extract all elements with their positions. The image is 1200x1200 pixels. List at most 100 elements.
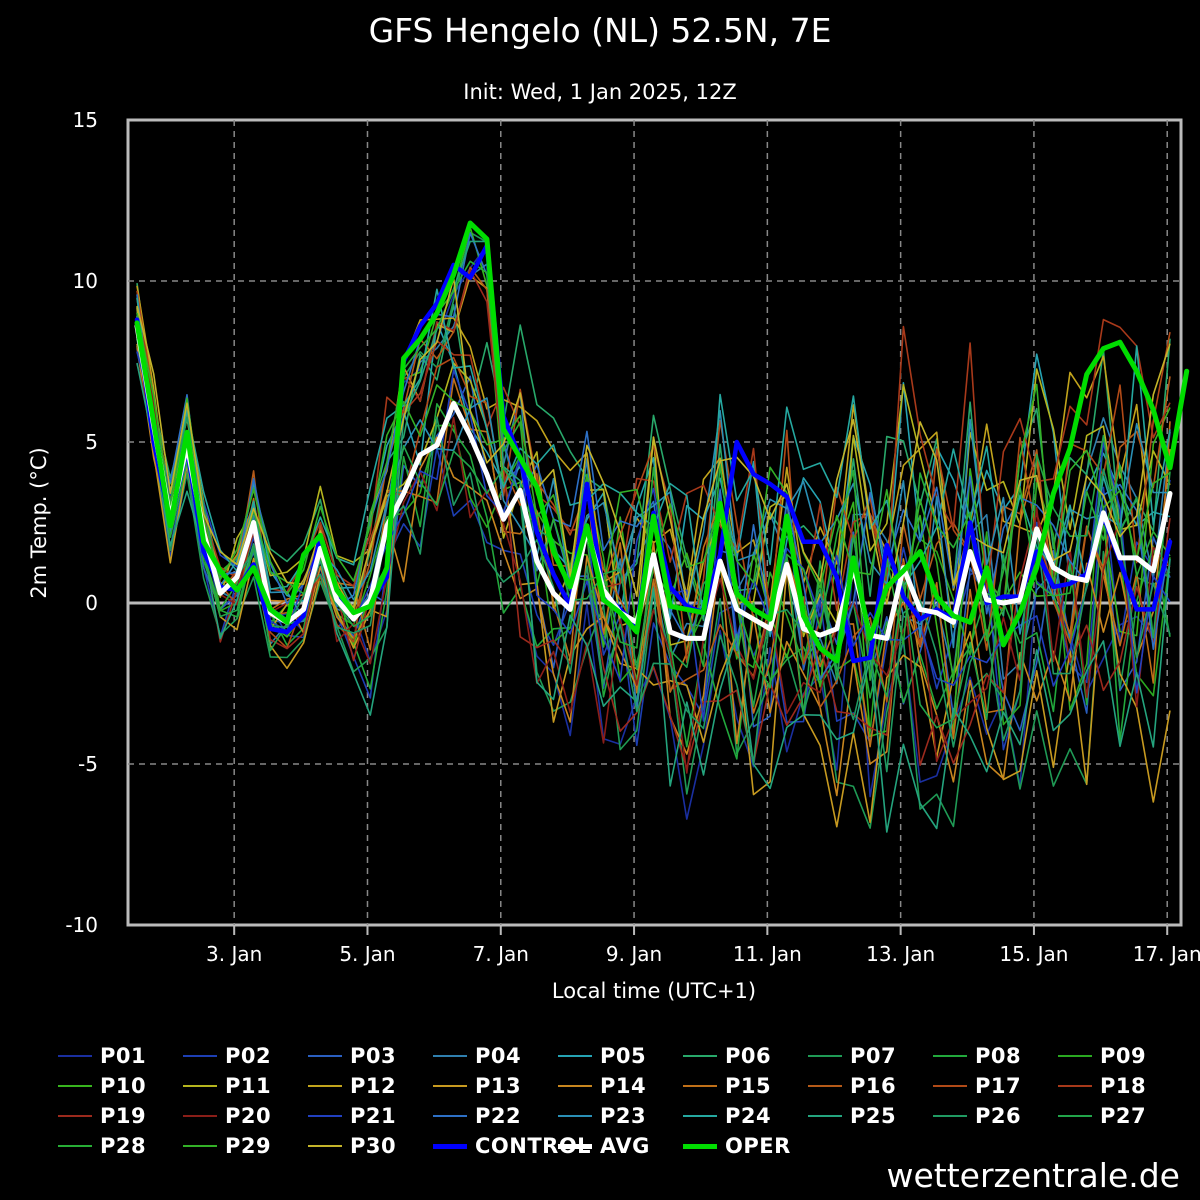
legend-item-p18: P18 [1058,1071,1146,1101]
member-line-p13 [136,275,1171,828]
legend-swatch [558,1085,592,1087]
legend-swatch [58,1145,92,1147]
legend-swatch [58,1115,92,1117]
legend-swatch [933,1115,967,1117]
legend-item-p24: P24 [683,1101,771,1131]
legend-swatch [1058,1085,1092,1087]
oper-line [134,220,1190,664]
legend-label: AVG [600,1134,650,1158]
legend-item-avg: AVG [558,1131,650,1161]
legend-swatch [58,1085,92,1087]
legend-item-p10: P10 [58,1071,146,1101]
legend-item-p15: P15 [683,1071,771,1101]
legend-label: P08 [975,1044,1022,1068]
legend-swatch [1058,1115,1092,1117]
legend-label: P17 [975,1074,1022,1098]
legend-item-p13: P13 [433,1071,521,1101]
x-tick-label: 13. Jan [866,942,935,966]
legend-label: P13 [475,1074,522,1098]
legend-swatch [183,1115,217,1117]
x-tick-label: 15. Jan [999,942,1068,966]
y-tick-label: 5 [85,430,98,454]
legend-item-p06: P06 [683,1041,771,1071]
x-axis-label: Local time (UTC+1) [552,979,756,1003]
legend-item-p27: P27 [1058,1101,1146,1131]
legend-item-p16: P16 [808,1071,896,1101]
legend-label: P09 [1100,1044,1147,1068]
legend-label: P25 [850,1104,897,1128]
legend-label: P10 [100,1074,147,1098]
legend-item-p01: P01 [58,1041,146,1071]
x-tick-label: 7. Jan [473,942,529,966]
legend-item-p03: P03 [308,1041,396,1071]
legend-label: P18 [1100,1074,1147,1098]
legend-label: P05 [600,1044,647,1068]
y-tick-label: -5 [78,752,98,776]
x-tick-label: 17. Jan [1133,942,1200,966]
legend-item-p07: P07 [808,1041,896,1071]
legend-swatch [308,1085,342,1087]
legend-swatch [808,1085,842,1087]
x-tick-label: 9. Jan [606,942,662,966]
chart-subtitle: Init: Wed, 1 Jan 2025, 12Z [463,80,736,104]
legend-swatch [183,1055,217,1057]
legend-label: P27 [1100,1104,1147,1128]
legend-swatch [683,1143,717,1149]
legend-swatch [808,1055,842,1057]
legend-swatch [58,1055,92,1057]
legend-item-p30: P30 [308,1131,396,1161]
avg-line [134,323,1173,641]
x-tick-label: 11. Jan [733,942,802,966]
legend-item-p25: P25 [808,1101,896,1131]
legend-item-p23: P23 [558,1101,646,1131]
legend-item-p21: P21 [308,1101,396,1131]
legend-swatch [558,1115,592,1117]
legend-item-p19: P19 [58,1101,146,1131]
chart-title: GFS Hengelo (NL) 52.5N, 7E [369,11,832,50]
legend-item-oper: OPER [683,1131,791,1161]
member-line-p30 [136,277,1171,609]
legend-item-p08: P08 [933,1041,1021,1071]
legend-label: P02 [225,1044,272,1068]
legend-item-p05: P05 [558,1041,646,1071]
legend-item-p12: P12 [308,1071,396,1101]
member-line-p21 [136,351,1171,722]
legend-label: P22 [475,1104,522,1128]
legend-label: P21 [350,1104,397,1128]
legend-label: P06 [725,1044,772,1068]
legend-item-p09: P09 [1058,1041,1146,1071]
legend-swatch [183,1145,217,1147]
legend-label: P19 [100,1104,147,1128]
y-axis-label: 2m Temp. (°C) [27,447,51,598]
legend-item-p26: P26 [933,1101,1021,1131]
legend-label: P12 [350,1074,397,1098]
x-tick-label: 3. Jan [206,942,262,966]
legend-item-p11: P11 [183,1071,271,1101]
legend-swatch [683,1055,717,1057]
legend-swatch [683,1115,717,1117]
legend-swatch [933,1085,967,1087]
legend-label: P28 [100,1134,147,1158]
legend-label: P15 [725,1074,772,1098]
y-tick-label: 15 [73,108,98,132]
legend-item-p28: P28 [58,1131,146,1161]
legend-swatch [558,1055,592,1057]
y-tick-label: 10 [73,269,98,293]
legend-item-p29: P29 [183,1131,271,1161]
member-line-p15 [136,316,1171,748]
x-tick-label: 5. Jan [339,942,395,966]
legend-label: P30 [350,1134,397,1158]
legend-item-p04: P04 [433,1041,521,1071]
legend-label: P01 [100,1044,147,1068]
legend-label: P11 [225,1074,272,1098]
legend-label: OPER [725,1134,791,1158]
legend-swatch [433,1143,467,1149]
legend-swatch [558,1143,592,1149]
legend-label: P24 [725,1104,772,1128]
legend-label: P26 [975,1104,1022,1128]
legend-swatch [183,1085,217,1087]
plot-area: 15 10 5 0 -5 -10 3. Jan 5. Jan 7. Jan 9. Jan 11. J… [65,108,1200,966]
legend-label: P16 [850,1074,897,1098]
ensemble-chart: GFS Hengelo (NL) 52.5N, 7E Init: Wed, 1 … [27,11,1200,1003]
legend-label: P20 [225,1104,272,1128]
